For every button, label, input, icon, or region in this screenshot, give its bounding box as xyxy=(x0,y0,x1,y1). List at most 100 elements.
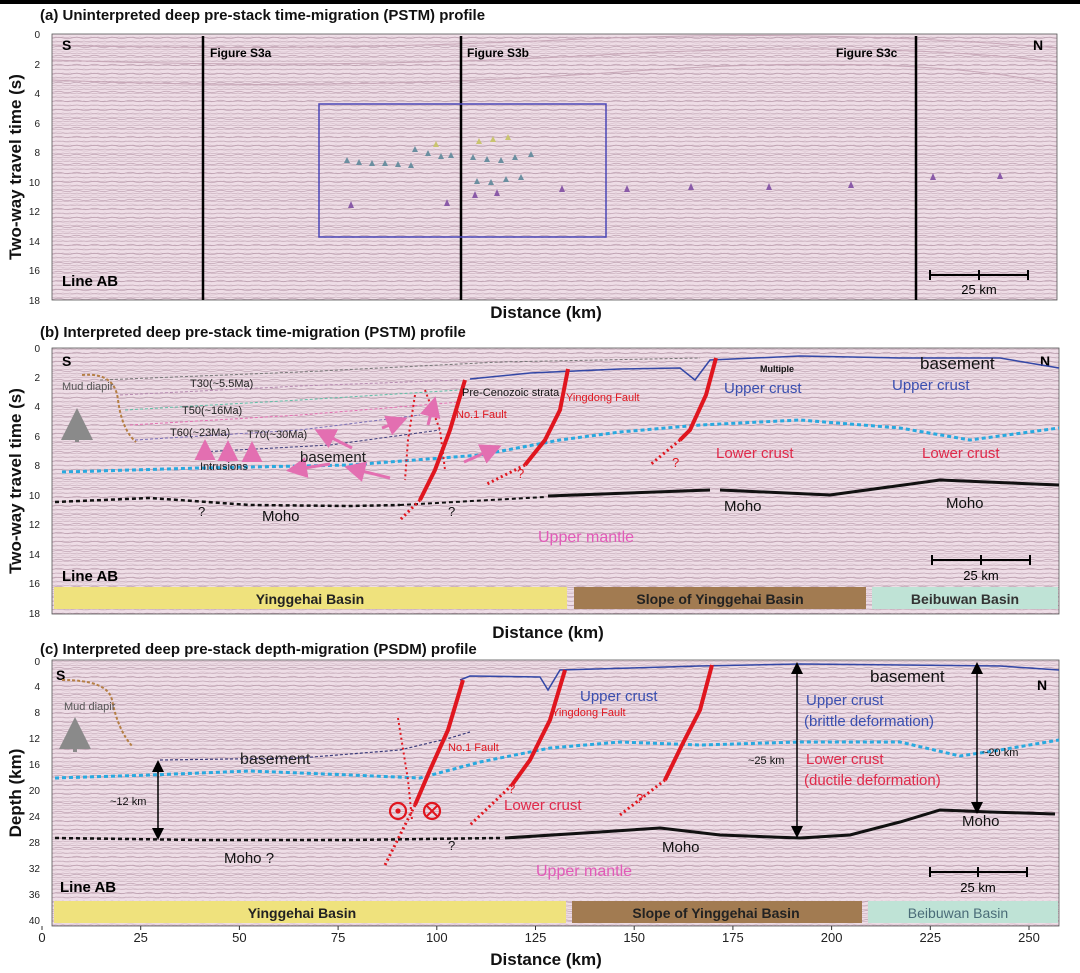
no1-fault-label-c: No.1 Fault xyxy=(448,742,499,754)
basement-top-label-c: basement xyxy=(870,667,945,686)
svg-text:2: 2 xyxy=(34,373,40,384)
xtick-label: 200 xyxy=(821,930,843,945)
thickness-12km: ~12 km xyxy=(110,796,146,808)
basin-bar-yinggehai xyxy=(54,587,567,609)
svg-text:?: ? xyxy=(448,504,455,519)
thickness-20km: ~20 km xyxy=(982,747,1018,759)
strike-slip-symbols xyxy=(388,801,442,821)
lower-crust-label-c: Lower crust xyxy=(504,797,582,814)
moho-label-2: Moho xyxy=(724,498,762,515)
svg-text:28: 28 xyxy=(29,838,41,849)
xtick-label: 50 xyxy=(232,930,246,945)
ytick: 0 xyxy=(34,30,40,41)
upper-crust-label-2: Upper crust xyxy=(892,377,970,394)
upper-mantle-label: Upper mantle xyxy=(538,529,634,546)
xtick-label: 150 xyxy=(623,930,645,945)
panel-b-xlabel: Distance (km) xyxy=(492,623,603,642)
intrusions-label: Intrusions xyxy=(200,461,248,473)
lower-crust-label-1: Lower crust xyxy=(716,445,794,462)
reflector-markers xyxy=(344,146,534,185)
xtick-label: 100 xyxy=(426,930,448,945)
basement-line xyxy=(469,355,1060,382)
svg-text:8: 8 xyxy=(34,708,40,719)
moho-dashed-c xyxy=(54,836,501,842)
xtick-label: 0 xyxy=(38,930,45,945)
svg-text:Slope of Yinggehai Basin: Slope of Yinggehai Basin xyxy=(636,591,803,607)
basin-bar-beibuwan-c xyxy=(868,901,1058,923)
svg-text:4: 4 xyxy=(34,402,40,413)
no1-fault-c xyxy=(413,679,465,806)
svg-text:10: 10 xyxy=(29,491,41,502)
svg-text:40: 40 xyxy=(29,916,41,927)
panel-c-yaxis: 0 4 8 12 16 20 24 28 32 36 40 xyxy=(29,657,41,927)
lower-crust-label-2: Lower crust xyxy=(922,445,1000,462)
svg-text:12: 12 xyxy=(29,734,41,745)
fig-s3c-label: Figure S3c xyxy=(836,46,898,60)
no1-fault-label: No.1 Fault xyxy=(456,409,507,421)
panel-c-south: S xyxy=(56,667,65,683)
svg-text:25 km: 25 km xyxy=(963,568,998,583)
upper-crust-label-c: Upper crust xyxy=(580,688,658,705)
ytick: 2 xyxy=(34,60,40,71)
yingdong-fault-label-c: Yingdong Fault xyxy=(552,707,626,719)
moho-label-c2: Moho xyxy=(962,813,1000,830)
panel-b-line: Line AB xyxy=(62,568,118,585)
panel-b-scalebar: 25 km xyxy=(931,555,1031,583)
basement-line-c xyxy=(459,663,1060,692)
svg-text:25 km: 25 km xyxy=(960,880,995,895)
panel-b-yaxis: 0 2 4 6 8 10 12 14 16 18 xyxy=(29,344,41,620)
upper-crust-brittle-label: Upper crust xyxy=(806,692,884,709)
upper-crust-label-1: Upper crust xyxy=(724,380,802,397)
moho-solid-c xyxy=(504,808,1056,840)
lower-crust-ductile-label: Lower crust xyxy=(806,751,884,768)
yingdong-fault-label: Yingdong Fault xyxy=(566,392,640,404)
panel-a-north: N xyxy=(1033,37,1043,53)
moho-markers xyxy=(348,172,1003,208)
panel-a-yaxis: 0 2 4 6 8 10 12 14 16 18 xyxy=(29,30,41,307)
svg-text:?: ? xyxy=(198,504,205,519)
svg-text:?: ? xyxy=(636,791,643,806)
svg-text:4: 4 xyxy=(34,682,40,693)
t60-label: T60(~23Ma) xyxy=(170,427,230,439)
yingdong-fault-c xyxy=(510,669,567,787)
panel-a-south: S xyxy=(62,37,71,53)
t50-label: T50(~16Ma) xyxy=(182,405,242,417)
no1-fault xyxy=(418,379,467,501)
basin-bar-slope xyxy=(574,587,866,609)
panel-c-xaxis: 0 25 50 75 100 125 150 175 200 225 250 xyxy=(38,926,1040,945)
ytick: 8 xyxy=(34,148,40,159)
svg-text:?: ? xyxy=(517,466,524,481)
xtick-label: 250 xyxy=(1018,930,1040,945)
panel-c-title: (c) Interpreted deep pre-stack depth-mig… xyxy=(40,641,477,658)
top-border xyxy=(0,0,1080,4)
moho-dashed xyxy=(54,496,401,508)
basin-bar-yinggehai-c xyxy=(54,901,566,923)
svg-text:32: 32 xyxy=(29,864,41,875)
xtick-label: 25 xyxy=(133,930,147,945)
xtick-label: 175 xyxy=(722,930,744,945)
panel-b-ylabel: Two-way travel time (s) xyxy=(6,388,25,574)
zoom-box xyxy=(318,103,607,238)
svg-text:25 km: 25 km xyxy=(961,282,996,297)
fig-s3a-label: Figure S3a xyxy=(210,46,272,60)
t70-label: T70(~30Ma) xyxy=(247,429,307,441)
basement-mid-label-c: basement xyxy=(240,751,311,768)
svg-text:14: 14 xyxy=(29,550,41,561)
xtick-label: 75 xyxy=(331,930,345,945)
svg-text:?: ? xyxy=(672,455,679,470)
ytick: 14 xyxy=(29,237,41,248)
panel-a: (a) Uninterpreted deep pre-stack time-mi… xyxy=(6,7,1058,322)
svg-text:16: 16 xyxy=(29,579,41,590)
ytick: 10 xyxy=(29,178,41,189)
basement-mid-label: basement xyxy=(300,449,367,466)
panel-c: (c) Interpreted deep pre-stack depth-mig… xyxy=(6,641,1060,969)
t30-label: T30(~5.5Ma) xyxy=(190,378,253,390)
basement-top-label: basement xyxy=(920,354,995,373)
svg-text:Beibuwan Basin: Beibuwan Basin xyxy=(911,591,1019,607)
svg-text:36: 36 xyxy=(29,890,41,901)
upper-mantle-label-c: Upper mantle xyxy=(536,863,632,880)
ytick: 18 xyxy=(29,296,41,307)
ytick: 6 xyxy=(34,119,40,130)
panel-a-line: Line AB xyxy=(62,273,118,290)
svg-text:?: ? xyxy=(448,838,455,853)
